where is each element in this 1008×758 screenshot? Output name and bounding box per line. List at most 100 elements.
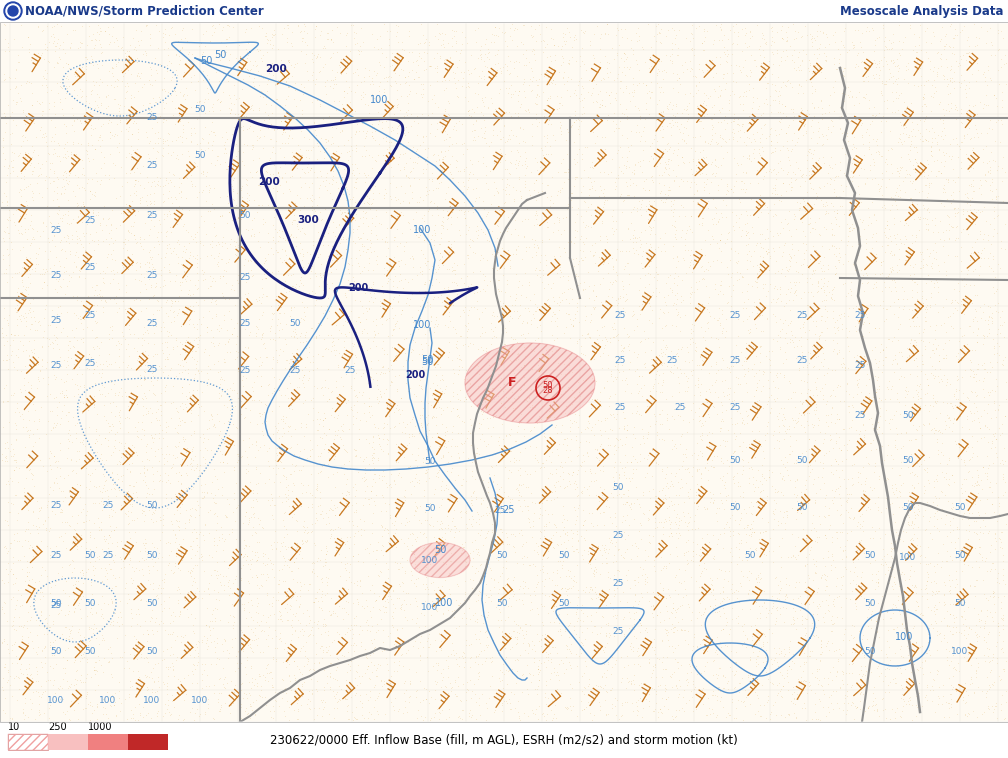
Point (573, 603, 589, 615)
Point (718, 324, 734, 337)
Point (906, 528, 922, 540)
Point (254, 86, 270, 98)
Point (749, 126, 765, 138)
Point (876, 44, 892, 56)
Point (896, 121, 912, 133)
Point (800, 357, 816, 369)
Point (521, 559, 537, 572)
Point (957, 537, 973, 550)
Point (988, 640, 1004, 652)
Point (488, 30, 504, 42)
Point (502, 441, 518, 453)
Point (637, 346, 653, 359)
Point (499, 178, 515, 190)
Point (243, 611, 259, 623)
Point (436, 437, 453, 449)
Point (251, 441, 267, 453)
Point (907, 183, 923, 195)
Point (861, 246, 877, 258)
Point (366, 659, 382, 671)
Point (240, 558, 256, 570)
Point (4, 146, 20, 158)
Point (650, 113, 666, 125)
Point (689, 184, 706, 196)
Point (258, 64, 274, 77)
Point (519, 468, 535, 481)
Point (915, 91, 931, 103)
Point (292, 576, 308, 588)
Point (470, 155, 486, 168)
Point (49, 56, 66, 68)
Point (596, 587, 612, 600)
Point (130, 637, 146, 649)
Point (748, 496, 764, 508)
Point (946, 221, 962, 233)
Point (863, 298, 879, 310)
Point (514, 669, 530, 681)
Point (902, 192, 918, 204)
Point (974, 205, 990, 217)
Point (690, 522, 707, 534)
Point (103, 700, 119, 712)
Point (728, 656, 744, 669)
Point (373, 42, 389, 55)
Point (741, 149, 757, 161)
Point (287, 84, 303, 96)
Point (111, 437, 127, 449)
Point (0, 159, 12, 171)
Point (104, 671, 120, 683)
Point (314, 42, 331, 54)
Point (850, 180, 866, 192)
Point (110, 277, 126, 290)
Point (909, 470, 925, 482)
Point (568, 231, 584, 243)
Point (877, 686, 893, 698)
Point (527, 449, 543, 462)
Point (445, 377, 461, 389)
Point (426, 411, 443, 423)
Point (990, 491, 1006, 503)
Point (406, 545, 422, 557)
Point (699, 548, 715, 560)
Point (364, 28, 380, 40)
Point (434, 466, 451, 478)
Point (982, 72, 998, 84)
Point (512, 121, 528, 133)
Point (812, 518, 829, 530)
Point (550, 291, 566, 303)
Point (431, 238, 448, 250)
Point (0, 442, 13, 454)
Point (738, 641, 754, 653)
Point (625, 305, 641, 317)
Point (675, 175, 691, 187)
Point (284, 124, 300, 136)
Point (38, 525, 54, 537)
Point (737, 700, 753, 712)
Point (869, 32, 885, 44)
Point (711, 390, 727, 402)
Point (306, 380, 323, 392)
Point (831, 458, 847, 470)
Point (205, 18, 221, 30)
Point (732, 196, 748, 208)
Point (170, 440, 186, 453)
Point (27, 646, 43, 658)
Point (175, 87, 192, 99)
Point (868, 697, 884, 709)
Point (543, 532, 559, 544)
Point (545, 411, 561, 423)
Point (918, 587, 934, 599)
Point (677, 227, 694, 239)
Point (81, 30, 97, 42)
Point (864, 21, 880, 33)
Point (71, 533, 87, 545)
Point (154, 513, 170, 525)
Point (536, 530, 552, 542)
Point (883, 235, 899, 247)
Point (279, 382, 295, 394)
Point (311, 329, 328, 341)
Point (752, 236, 768, 249)
Point (598, 86, 614, 98)
Point (124, 500, 140, 512)
Point (229, 387, 245, 399)
